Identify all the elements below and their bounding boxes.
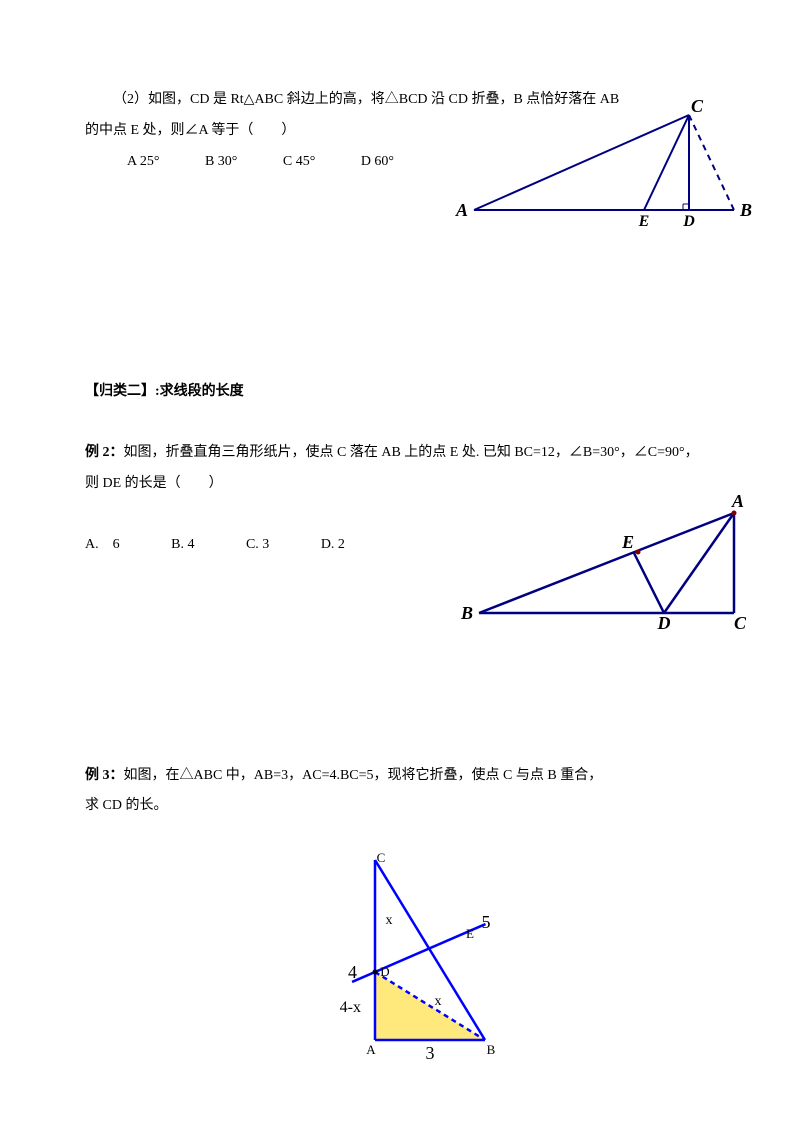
svg-text:C: C <box>734 613 747 633</box>
svg-text:C: C <box>691 100 704 116</box>
q2-choice-a: A. 6 <box>85 530 120 561</box>
svg-text:D: D <box>380 964 389 979</box>
q3-prompt2: 求 CD 的长。 <box>85 791 709 822</box>
q3-figure: A B C D E 3 4 4-x 5 x x <box>310 840 530 1075</box>
q2-choice-c: C. 3 <box>246 530 269 561</box>
svg-text:E: E <box>466 926 474 941</box>
q2-prompt1: 如图，折叠直角三角形纸片，使点 C 落在 AB 上的点 E 处. 已知 BC=1… <box>124 445 699 460</box>
q1-choice-c: C 45° <box>283 147 315 178</box>
q3-prefix: 例 3： <box>85 768 124 783</box>
svg-text:A: A <box>366 1042 376 1057</box>
svg-text:D: D <box>682 213 695 230</box>
svg-text:B: B <box>487 1042 496 1057</box>
svg-text:5: 5 <box>482 912 491 932</box>
category2-title: 【归类二】:求线段的长度 <box>85 377 709 408</box>
q2-choice-b: B. 4 <box>171 530 194 561</box>
q1-choice-a: A 25° <box>127 147 159 178</box>
q2-line1: 例 2：如图，折叠直角三角形纸片，使点 C 落在 AB 上的点 E 处. 已知 … <box>85 438 709 469</box>
q2-choice-d: D. 2 <box>321 530 345 561</box>
svg-text:x: x <box>435 994 442 1009</box>
q1-choice-b: B 30° <box>205 147 237 178</box>
q3-prompt1: 如图，在△ABC 中，AB=3，AC=4.BC=5，现将它折叠，使点 C 与点 … <box>124 768 603 783</box>
svg-text:D: D <box>657 613 671 633</box>
q3-line1: 例 3：如图，在△ABC 中，AB=3，AC=4.BC=5，现将它折叠，使点 C… <box>85 761 709 792</box>
svg-text:A: A <box>455 200 468 220</box>
svg-text:B: B <box>460 603 473 623</box>
q2-figure: A B C D E <box>454 495 764 640</box>
q1-choice-d: D 60° <box>361 147 394 178</box>
svg-text:E: E <box>638 213 650 230</box>
svg-text:A: A <box>731 495 744 511</box>
svg-text:C: C <box>377 850 386 865</box>
q2-prefix: 例 2： <box>85 445 124 460</box>
svg-text:B: B <box>739 200 752 220</box>
q1-figure: A B C D E <box>454 100 754 235</box>
svg-text:4: 4 <box>348 962 357 982</box>
svg-text:3: 3 <box>426 1043 435 1063</box>
svg-text:4-x: 4-x <box>340 999 361 1016</box>
svg-text:E: E <box>621 532 634 552</box>
svg-text:x: x <box>386 913 393 928</box>
